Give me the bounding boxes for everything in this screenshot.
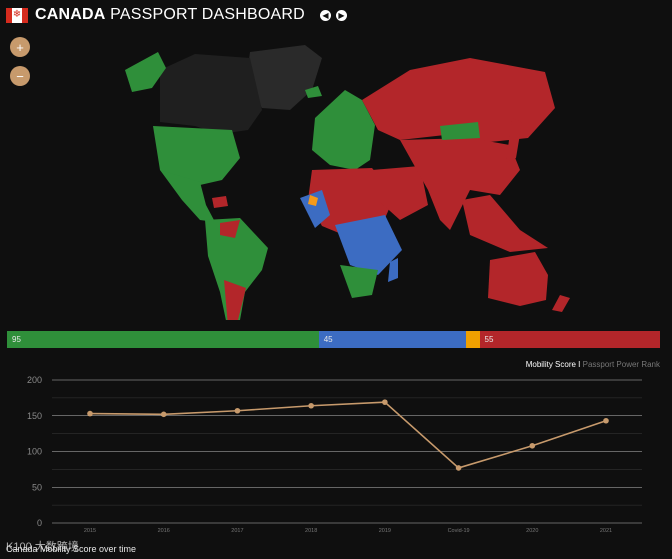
- summary-segment-3: 55: [479, 331, 660, 348]
- data-point-2015: [87, 410, 93, 417]
- x-tick-label: 2015: [84, 528, 96, 534]
- data-point-2018: [308, 402, 314, 409]
- region-argentina[interactable]: [224, 280, 246, 320]
- series-line: [89, 401, 607, 469]
- canada-flag-icon: ❄: [6, 7, 28, 23]
- y-tick-label: 50: [32, 482, 42, 492]
- region-canada[interactable]: [160, 54, 262, 134]
- region-usa[interactable]: [153, 126, 240, 190]
- region-central-africa[interactable]: [335, 215, 402, 275]
- region-new-zealand[interactable]: [552, 295, 570, 312]
- summary-segment-1: 45: [318, 331, 467, 348]
- region-southern-africa[interactable]: [340, 265, 378, 298]
- region-venezuela[interactable]: [220, 220, 240, 238]
- visa-summary-bar: 95 45 55: [7, 331, 660, 348]
- x-tick-label: 2017: [231, 528, 243, 534]
- region-russia[interactable]: [362, 58, 555, 142]
- mobility-line-chart: 0 50 100 150 200 2015 2016 2017 2018 2019 Covid-19…: [27, 375, 642, 534]
- x-tick-label: 2016: [158, 528, 170, 534]
- summary-segment-2: [466, 331, 480, 348]
- region-mexico[interactable]: [160, 170, 215, 222]
- region-southeast-asia[interactable]: [462, 195, 548, 252]
- data-point-2016: [160, 411, 167, 418]
- region-australia[interactable]: [488, 252, 548, 306]
- chart-caption: Canada Mobility Score over time: [6, 544, 137, 554]
- region-caribbean[interactable]: [212, 196, 228, 208]
- country-nav: ◀ ▶: [315, 9, 347, 21]
- region-mongolia[interactable]: [440, 122, 480, 140]
- x-tick-label: 2019: [379, 528, 391, 534]
- zoom-in-button[interactable]: +: [10, 37, 30, 57]
- watermark: K100 大数跨境: [6, 541, 79, 553]
- zoom-out-button[interactable]: −: [10, 66, 30, 86]
- x-tick-label: Covid-19: [448, 528, 470, 534]
- data-point-2021: [603, 417, 609, 424]
- data-point-Covid-19: [455, 465, 462, 471]
- title-rest: PASSPORT DASHBOARD: [105, 6, 305, 23]
- data-point-2020: [529, 442, 536, 449]
- legend-mobility-score[interactable]: Mobility Score: [525, 360, 576, 369]
- home-country-marker: [308, 195, 318, 206]
- region-japan[interactable]: [506, 118, 522, 162]
- dashboard-header: ❄ CANADA PASSPORT DASHBOARD ◀ ▶: [6, 4, 347, 26]
- y-tick-label: 150: [27, 411, 42, 421]
- region-madagascar[interactable]: [388, 258, 398, 282]
- arrow-left-icon[interactable]: ◀: [319, 9, 331, 21]
- region-middle-east[interactable]: [372, 166, 428, 220]
- chart-legend: Mobility Score I Passport Power Rank: [526, 360, 660, 369]
- region-west-africa[interactable]: [300, 190, 330, 228]
- region-asia[interactable]: [400, 138, 520, 230]
- y-tick-label: 100: [27, 447, 42, 457]
- x-tick-label: 2018: [305, 528, 317, 534]
- legend-passport-power-rank[interactable]: Passport Power Rank: [582, 360, 660, 369]
- y-tick-label: 200: [27, 375, 42, 385]
- region-greenland[interactable]: [246, 45, 322, 110]
- region-alaska[interactable]: [125, 52, 166, 92]
- region-south-america[interactable]: [205, 218, 268, 320]
- summary-segment-0: 95: [7, 331, 319, 348]
- arrow-right-icon[interactable]: ▶: [335, 9, 347, 21]
- region-iceland[interactable]: [305, 86, 322, 98]
- world-map[interactable]: [0, 30, 672, 320]
- data-point-2017: [234, 407, 241, 414]
- title-country: CANADA: [35, 6, 106, 23]
- page-title: CANADA PASSPORT DASHBOARD: [35, 6, 305, 24]
- y-tick-label: 0: [37, 518, 42, 528]
- legend-separator: I: [575, 360, 583, 369]
- x-tick-label: 2020: [526, 528, 538, 534]
- x-tick-label: 2021: [600, 528, 612, 534]
- region-europe[interactable]: [312, 90, 375, 170]
- data-point-2019: [382, 399, 388, 405]
